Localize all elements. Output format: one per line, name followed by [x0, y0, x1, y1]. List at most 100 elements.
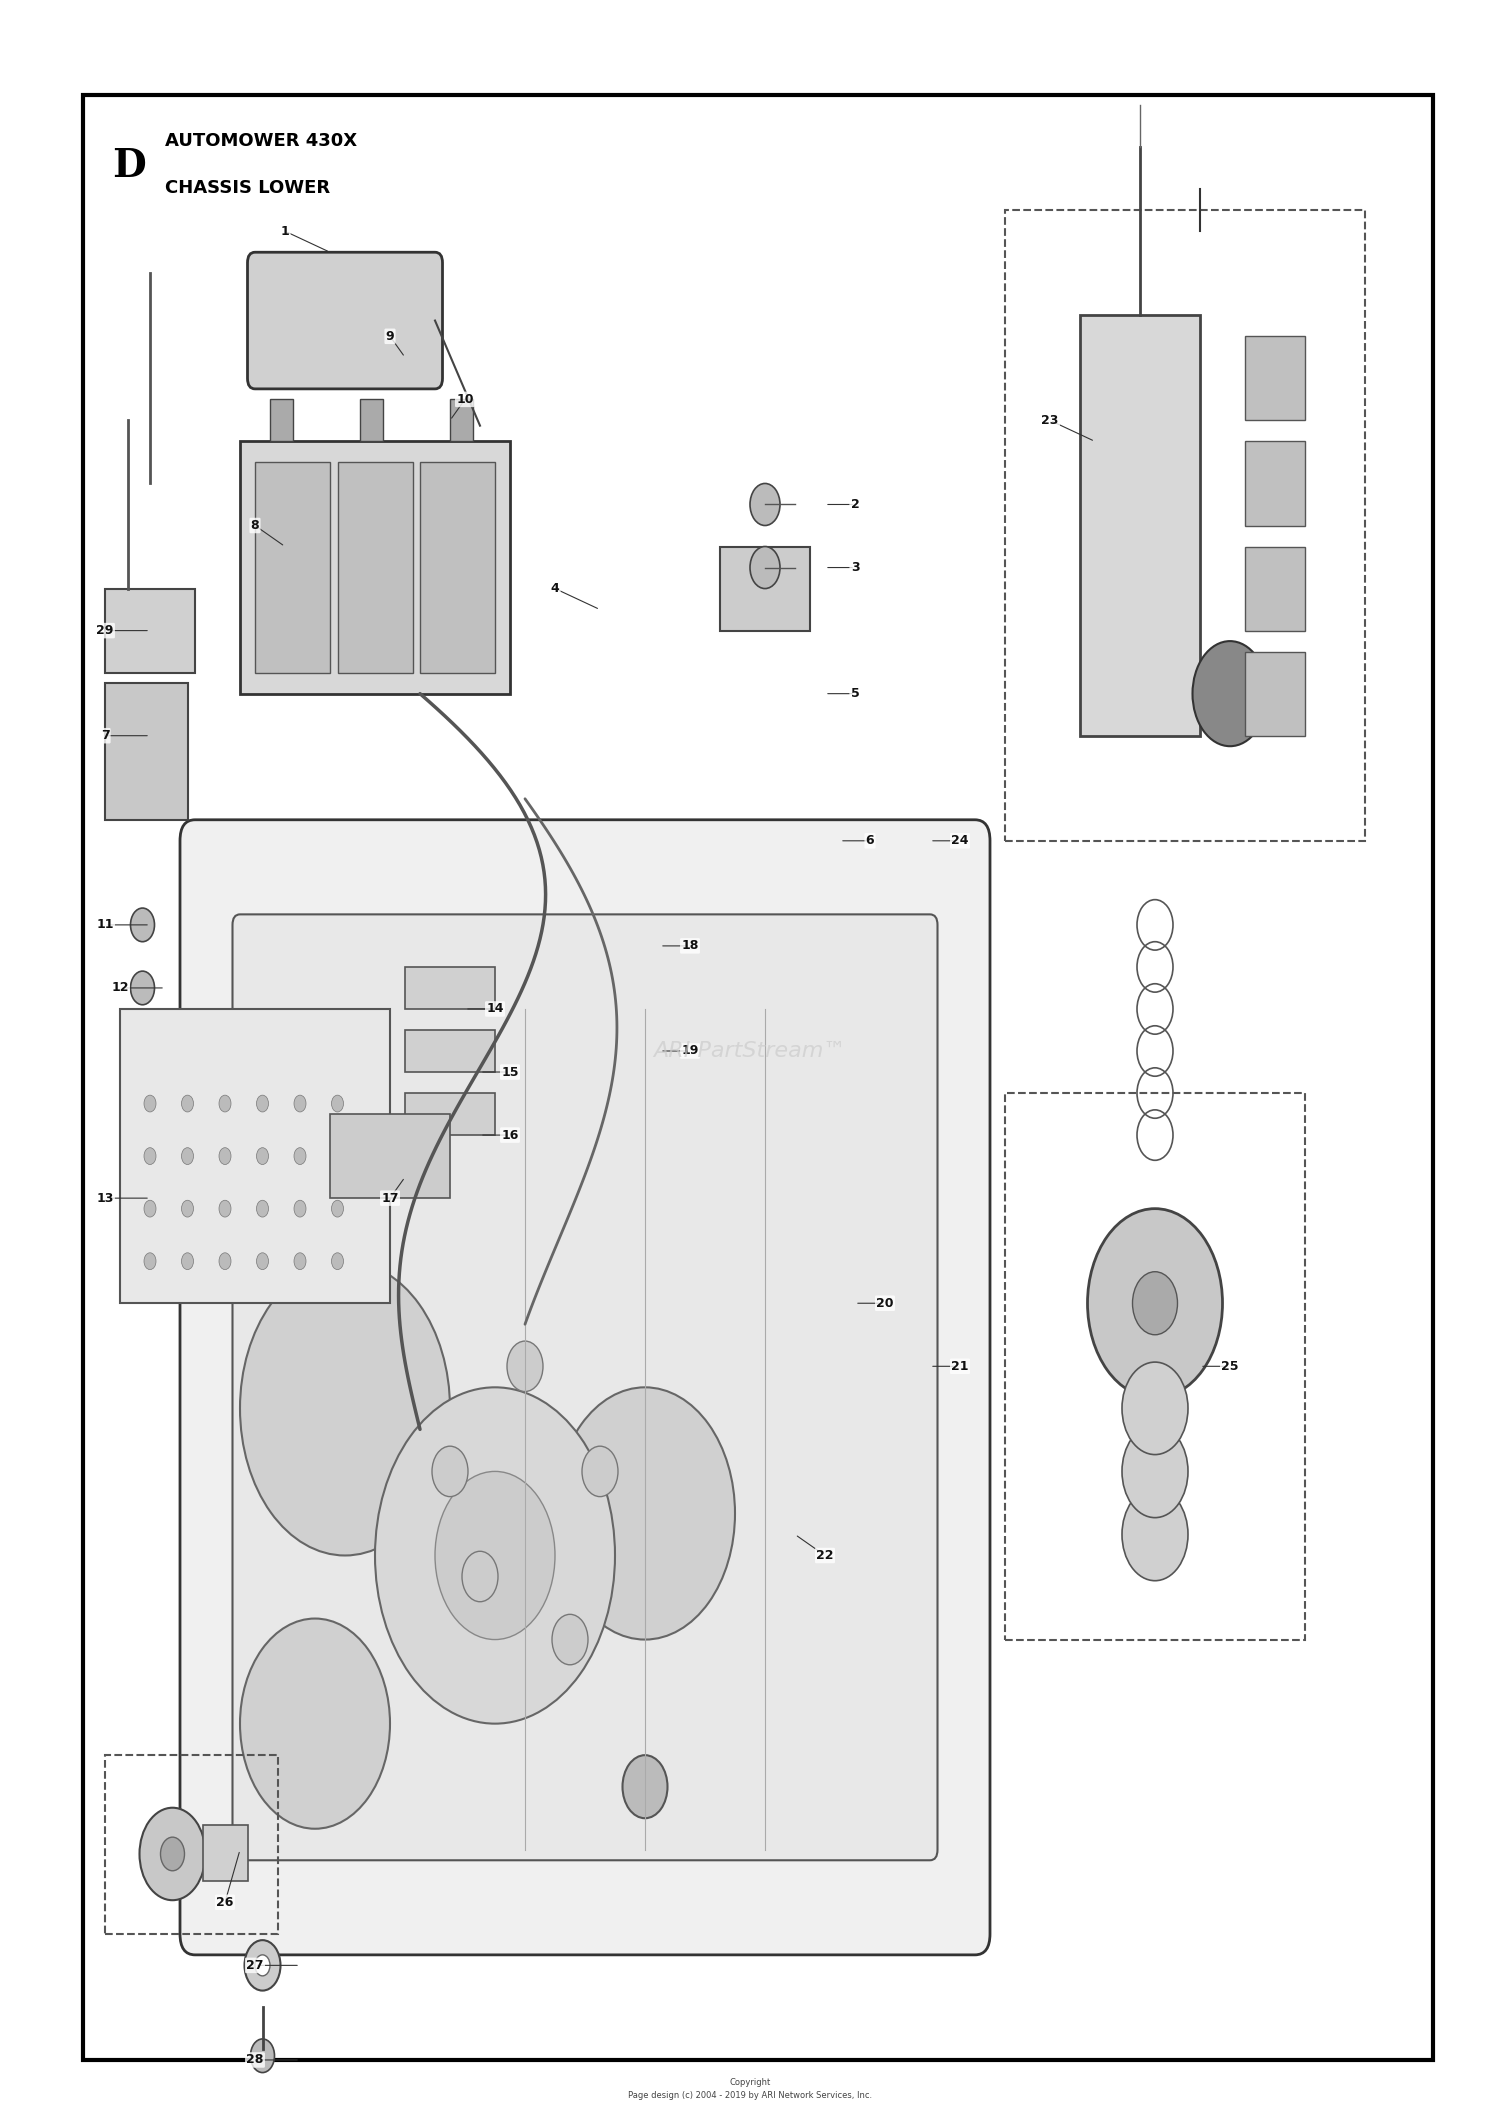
Text: 15: 15 — [501, 1066, 519, 1078]
Circle shape — [462, 1551, 498, 1602]
Circle shape — [552, 1614, 588, 1665]
Circle shape — [182, 1148, 194, 1165]
Circle shape — [219, 1200, 231, 1217]
Circle shape — [435, 1471, 555, 1640]
Text: 22: 22 — [816, 1549, 834, 1562]
Circle shape — [294, 1095, 306, 1112]
Bar — [270, 399, 292, 441]
Text: 6: 6 — [865, 834, 874, 847]
Text: Page design (c) 2004 - 2019 by ARI Network Services, Inc.: Page design (c) 2004 - 2019 by ARI Netwo… — [628, 2091, 872, 2100]
Text: 11: 11 — [96, 919, 114, 931]
Bar — [255, 462, 330, 673]
Text: 3: 3 — [850, 561, 859, 574]
Bar — [338, 462, 412, 673]
Circle shape — [375, 1387, 615, 1724]
Bar — [405, 1093, 495, 1135]
Bar — [330, 1114, 450, 1198]
Circle shape — [750, 547, 780, 589]
Bar — [1245, 336, 1305, 420]
Text: 12: 12 — [111, 982, 129, 994]
Text: 19: 19 — [681, 1045, 699, 1057]
Circle shape — [219, 1253, 231, 1270]
Circle shape — [256, 1200, 268, 1217]
Circle shape — [332, 1095, 344, 1112]
Circle shape — [294, 1200, 306, 1217]
Bar — [1245, 441, 1305, 526]
Text: ARI PartStream™: ARI PartStream™ — [654, 1040, 846, 1062]
Circle shape — [144, 1253, 156, 1270]
Circle shape — [294, 1253, 306, 1270]
FancyBboxPatch shape — [248, 252, 442, 389]
Bar — [1080, 315, 1200, 736]
Circle shape — [507, 1341, 543, 1392]
Circle shape — [1122, 1488, 1188, 1581]
Circle shape — [144, 1200, 156, 1217]
Circle shape — [332, 1253, 344, 1270]
Bar — [1005, 210, 1365, 841]
Text: 2: 2 — [850, 498, 859, 511]
Circle shape — [244, 1940, 280, 1991]
Circle shape — [582, 1446, 618, 1497]
Text: 27: 27 — [246, 1959, 264, 1972]
Circle shape — [140, 1808, 206, 1900]
Text: 7: 7 — [100, 729, 109, 742]
Circle shape — [219, 1095, 231, 1112]
Bar — [405, 967, 495, 1009]
Circle shape — [255, 1955, 270, 1976]
Circle shape — [256, 1253, 268, 1270]
Bar — [240, 441, 510, 694]
Circle shape — [130, 908, 154, 942]
Circle shape — [1192, 641, 1268, 746]
Text: Copyright: Copyright — [729, 2079, 771, 2087]
Circle shape — [144, 1148, 156, 1165]
Text: 29: 29 — [96, 624, 114, 637]
Text: 8: 8 — [251, 519, 260, 532]
Text: 9: 9 — [386, 330, 394, 343]
Bar — [360, 399, 382, 441]
Circle shape — [750, 483, 780, 526]
Circle shape — [1132, 1272, 1178, 1335]
Bar — [105, 1755, 278, 1934]
Bar — [1005, 1093, 1305, 1640]
Text: 21: 21 — [951, 1360, 969, 1373]
Bar — [405, 1030, 495, 1072]
Text: 25: 25 — [1221, 1360, 1239, 1373]
Circle shape — [182, 1253, 194, 1270]
Text: 26: 26 — [216, 1896, 234, 1909]
Text: 5: 5 — [850, 687, 859, 700]
Text: 20: 20 — [876, 1297, 894, 1310]
Text: D: D — [112, 147, 147, 185]
Bar — [120, 1009, 390, 1303]
Circle shape — [294, 1148, 306, 1165]
Circle shape — [256, 1148, 268, 1165]
Bar — [202, 1825, 248, 1881]
Circle shape — [332, 1148, 344, 1165]
FancyBboxPatch shape — [232, 914, 938, 1860]
Text: 13: 13 — [96, 1192, 114, 1204]
Circle shape — [1122, 1425, 1188, 1518]
Circle shape — [182, 1095, 194, 1112]
FancyBboxPatch shape — [180, 820, 990, 1955]
Bar — [105, 683, 188, 820]
Text: CHASSIS LOWER: CHASSIS LOWER — [165, 179, 330, 198]
Text: AUTOMOWER 430X: AUTOMOWER 430X — [165, 132, 357, 151]
Text: 14: 14 — [486, 1003, 504, 1015]
Bar — [1245, 547, 1305, 631]
Text: 18: 18 — [681, 940, 699, 952]
Bar — [1245, 652, 1305, 736]
Bar — [105, 589, 195, 673]
Text: 10: 10 — [456, 393, 474, 406]
Text: 17: 17 — [381, 1192, 399, 1204]
Circle shape — [130, 971, 154, 1005]
Bar — [420, 462, 495, 673]
Text: 16: 16 — [501, 1129, 519, 1141]
Text: 1: 1 — [280, 225, 290, 238]
Circle shape — [432, 1446, 468, 1497]
Text: 24: 24 — [951, 834, 969, 847]
Circle shape — [622, 1755, 668, 1818]
Bar — [720, 547, 810, 631]
Circle shape — [1088, 1209, 1222, 1398]
Circle shape — [219, 1148, 231, 1165]
Circle shape — [144, 1095, 156, 1112]
Circle shape — [160, 1837, 184, 1871]
